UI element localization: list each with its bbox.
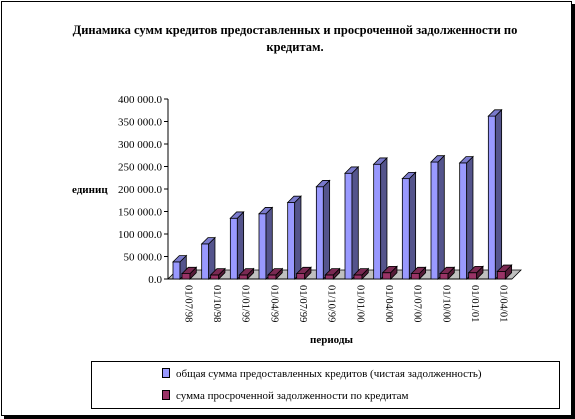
bar-total-credits-top — [372, 157, 388, 165]
bar-overdue-debt — [496, 270, 506, 280]
bar-overdue-debt — [238, 274, 248, 280]
bar-overdue-debt-top — [439, 266, 456, 275]
bar-total-credits-side — [265, 206, 273, 280]
x-tick-label: 01/01/01 — [469, 285, 480, 322]
x-tick-label: 01/04/01 — [498, 285, 509, 322]
y-tick-label: 200 000.0 — [118, 184, 163, 196]
bar-total-credits-top — [430, 155, 446, 163]
y-tick-label: 250 000.0 — [118, 162, 163, 174]
x-axis-label: периоды — [310, 334, 354, 346]
bar-total-credits — [459, 162, 468, 280]
bar-total-credits-side — [437, 154, 445, 280]
x-tick-label: 01/07/98 — [182, 285, 193, 322]
bar-total-credits — [373, 163, 382, 280]
y-tick-label: 400 000.0 — [118, 94, 163, 106]
x-tick-label: 01/04/99 — [268, 285, 279, 322]
x-tick-label: 01/10/00 — [440, 285, 451, 322]
legend-item-total-credits: общая сумма предоставленных кредитов (чи… — [162, 368, 482, 380]
bar-total-credits — [344, 172, 353, 280]
bar-total-credits-top — [286, 195, 302, 203]
legend-swatch-total-credits — [162, 368, 170, 378]
x-tick-label: 01/01/00 — [354, 285, 365, 322]
bar-total-credits — [287, 202, 296, 280]
bar-overdue-debt-top — [324, 268, 341, 276]
chart-title-line-1: Динамика сумм кредитов предоставленных и… — [72, 23, 518, 37]
bar-total-credits-side — [466, 155, 474, 280]
bar-total-credits — [430, 161, 439, 280]
bar-total-credits-side — [351, 165, 359, 280]
bar-overdue-debt — [267, 274, 277, 280]
bar-overdue-debt — [210, 274, 220, 280]
bar-total-credits-side — [236, 210, 245, 280]
y-axis-label: единиц — [72, 184, 108, 196]
bar-overdue-debt-top — [238, 268, 255, 276]
bar-overdue-debt-top — [209, 268, 226, 276]
y-tick-label: 100 000.0 — [118, 229, 163, 241]
legend-swatch-overdue-debt — [162, 390, 170, 400]
bar-total-credits-side — [322, 179, 331, 280]
x-tick-label: 01/10/98 — [211, 285, 222, 322]
bar-overdue-debt — [439, 273, 449, 280]
y-tick-label: 150 000.0 — [118, 207, 163, 219]
bar-overdue-debt-top — [410, 266, 427, 275]
bar-total-credits — [201, 243, 210, 280]
bar-total-credits-side — [294, 195, 302, 280]
bar-total-credits — [258, 213, 267, 280]
bar-total-credits — [172, 261, 181, 280]
bar-total-credits-side — [380, 156, 388, 280]
y-tick-label: 300 000.0 — [118, 139, 163, 151]
bar-total-credits — [315, 186, 324, 280]
bar-total-credits — [229, 217, 238, 280]
bar-total-credits-side — [408, 171, 417, 280]
bar-total-credits-top — [258, 207, 274, 215]
legend: общая сумма предоставленных кредитов (чи… — [91, 361, 560, 409]
legend-item-overdue-debt: сумма просроченной задолженности по кред… — [162, 390, 409, 402]
bar-overdue-debt-top — [381, 265, 398, 274]
x-tick-label: 01/07/99 — [297, 285, 308, 322]
bar-total-credits-top — [229, 211, 245, 219]
bar-total-credits-top — [172, 255, 188, 263]
y-tick-label: 350 000.0 — [118, 117, 163, 129]
bar-total-credits-side — [494, 108, 503, 280]
legend-label-overdue-debt: сумма просроченной задолженности по кред… — [176, 390, 409, 402]
bar-total-credits-top — [487, 109, 503, 117]
bar-overdue-debt — [353, 274, 363, 280]
bar-total-credits-top — [315, 180, 331, 188]
bar-total-credits-top — [458, 156, 474, 164]
bar-overdue-debt-top — [496, 264, 513, 272]
bar-total-credits — [401, 178, 410, 280]
bar-overdue-debt-top — [353, 268, 370, 276]
x-tick-label: 01/10/99 — [326, 285, 337, 322]
bar-overdue-debt-top — [295, 266, 312, 275]
bar-total-credits-top — [401, 171, 417, 180]
bar-total-credits — [487, 115, 496, 280]
x-tick-label: 01/07/00 — [412, 285, 423, 322]
y-tick-label: 0.0 — [148, 274, 162, 286]
bar-overdue-debt — [410, 273, 420, 280]
bar-overdue-debt — [181, 273, 191, 280]
bar-overdue-debt — [324, 274, 334, 280]
bar-overdue-debt — [468, 272, 478, 280]
x-tick-label: 01/01/99 — [240, 285, 251, 322]
bar-overdue-debt-top — [467, 265, 484, 274]
chart-title-line-2: кредитам. — [266, 40, 324, 54]
x-tick-label: 01/04/00 — [383, 285, 394, 322]
bar-overdue-debt — [382, 272, 392, 280]
bar-total-credits-top — [344, 166, 360, 174]
y-tick-label: 50 000.0 — [124, 252, 163, 264]
legend-label-total-credits: общая сумма предоставленных кредитов (чи… — [176, 368, 482, 380]
bar-overdue-debt — [296, 273, 306, 280]
bar-overdue-debt-top — [181, 266, 198, 275]
bar-overdue-debt-top — [267, 268, 284, 276]
bar-total-credits-top — [200, 237, 216, 245]
